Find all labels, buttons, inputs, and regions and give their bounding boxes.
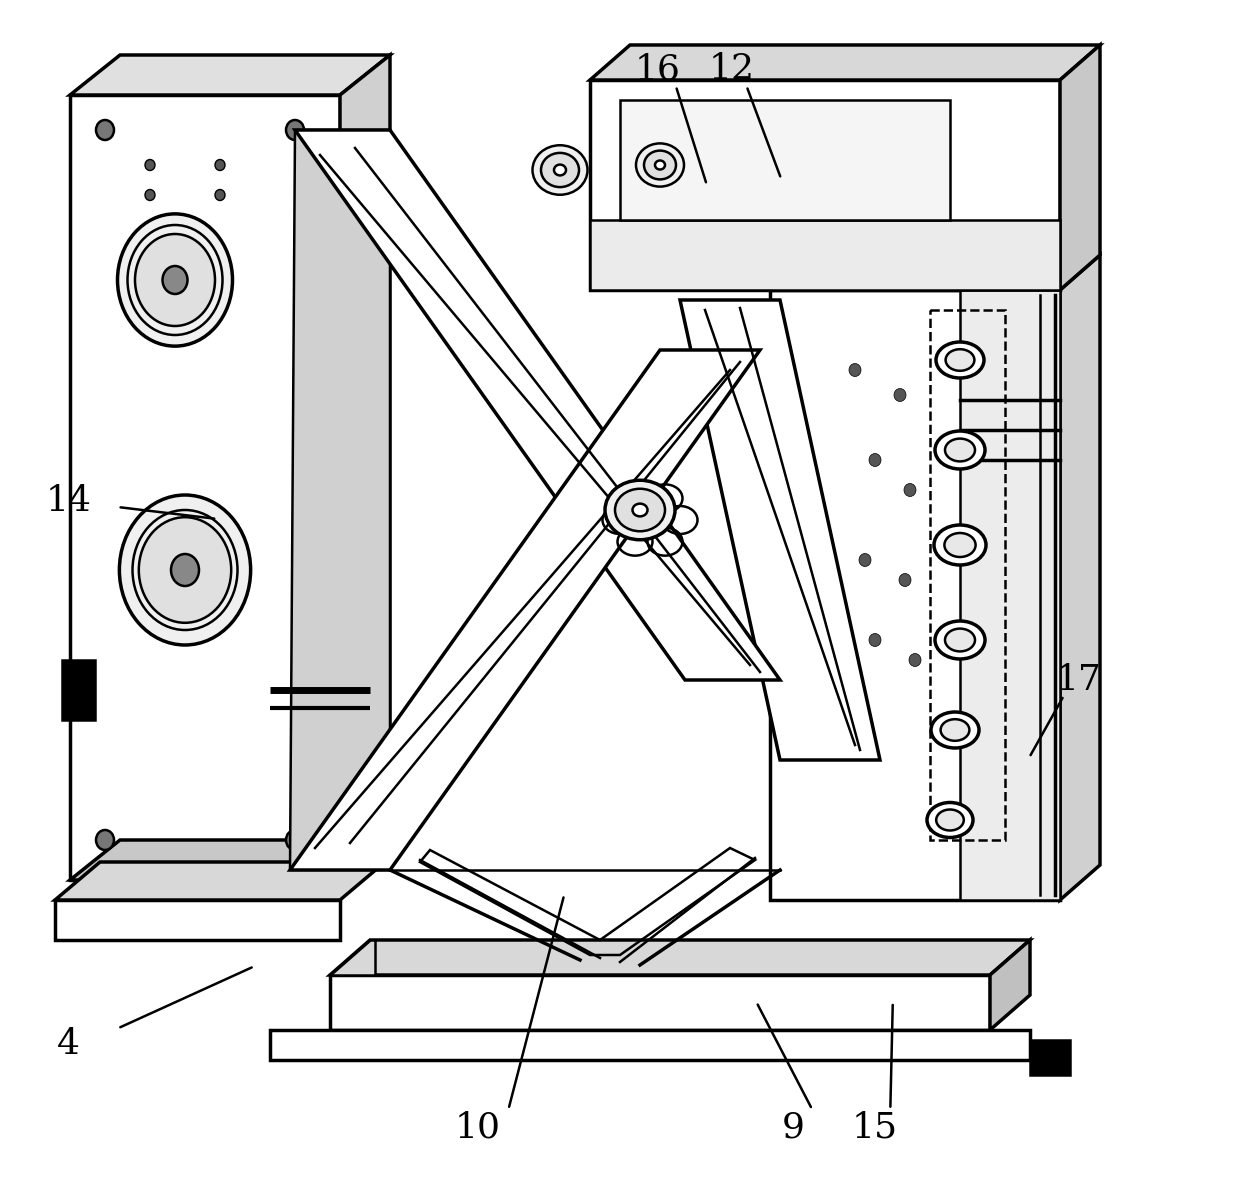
Ellipse shape	[945, 439, 975, 462]
Polygon shape	[590, 220, 1060, 290]
Polygon shape	[1060, 255, 1100, 900]
Ellipse shape	[899, 574, 911, 587]
Ellipse shape	[135, 234, 215, 326]
Ellipse shape	[936, 342, 985, 378]
Ellipse shape	[849, 364, 861, 377]
Ellipse shape	[935, 622, 985, 659]
Ellipse shape	[554, 165, 565, 175]
Polygon shape	[340, 55, 391, 880]
Ellipse shape	[632, 503, 647, 517]
Text: 16: 16	[635, 52, 680, 86]
Polygon shape	[69, 840, 391, 880]
Polygon shape	[270, 1030, 1030, 1061]
Text: 14: 14	[45, 484, 92, 518]
Ellipse shape	[935, 431, 985, 469]
Ellipse shape	[636, 143, 684, 186]
Ellipse shape	[119, 495, 250, 645]
Polygon shape	[590, 45, 1100, 80]
Ellipse shape	[894, 389, 906, 402]
Ellipse shape	[869, 633, 880, 647]
Polygon shape	[620, 100, 950, 220]
Ellipse shape	[941, 719, 970, 741]
Polygon shape	[590, 80, 1060, 290]
Polygon shape	[330, 975, 990, 1030]
Ellipse shape	[541, 153, 579, 187]
Ellipse shape	[95, 830, 114, 849]
Polygon shape	[770, 290, 1060, 900]
Ellipse shape	[286, 830, 304, 849]
Ellipse shape	[215, 160, 224, 171]
Ellipse shape	[904, 483, 916, 496]
Polygon shape	[295, 130, 780, 680]
Polygon shape	[960, 290, 1060, 900]
Ellipse shape	[145, 160, 155, 171]
Polygon shape	[69, 95, 340, 880]
Ellipse shape	[644, 150, 676, 179]
Ellipse shape	[605, 481, 675, 539]
Text: 12: 12	[708, 52, 755, 86]
Ellipse shape	[171, 554, 198, 586]
Ellipse shape	[162, 266, 187, 293]
Polygon shape	[290, 350, 760, 870]
Polygon shape	[62, 660, 95, 721]
Ellipse shape	[118, 214, 233, 346]
Polygon shape	[55, 863, 384, 900]
Ellipse shape	[95, 120, 114, 140]
Ellipse shape	[936, 810, 963, 830]
Ellipse shape	[909, 654, 921, 667]
Polygon shape	[290, 130, 391, 870]
Polygon shape	[69, 55, 391, 95]
Ellipse shape	[928, 803, 973, 837]
Ellipse shape	[931, 712, 980, 748]
Text: 10: 10	[454, 1111, 501, 1144]
Ellipse shape	[945, 629, 975, 651]
Ellipse shape	[946, 350, 975, 371]
Polygon shape	[330, 940, 1030, 975]
Ellipse shape	[615, 489, 665, 531]
Polygon shape	[55, 900, 340, 940]
Ellipse shape	[165, 268, 185, 291]
Ellipse shape	[859, 554, 870, 567]
Ellipse shape	[945, 533, 976, 557]
Ellipse shape	[655, 161, 665, 169]
Text: 15: 15	[851, 1111, 898, 1144]
Ellipse shape	[145, 190, 155, 200]
Text: 17: 17	[1056, 663, 1101, 697]
Ellipse shape	[174, 557, 197, 583]
Polygon shape	[680, 299, 880, 760]
Ellipse shape	[532, 146, 588, 194]
Ellipse shape	[139, 518, 231, 623]
Polygon shape	[330, 940, 374, 975]
Polygon shape	[1060, 45, 1100, 290]
Text: 4: 4	[57, 1027, 79, 1061]
Ellipse shape	[215, 190, 224, 200]
Text: 9: 9	[782, 1111, 805, 1144]
Polygon shape	[990, 940, 1030, 1030]
Ellipse shape	[934, 525, 986, 565]
Ellipse shape	[869, 453, 880, 466]
Ellipse shape	[286, 120, 304, 140]
Polygon shape	[1030, 1040, 1070, 1075]
